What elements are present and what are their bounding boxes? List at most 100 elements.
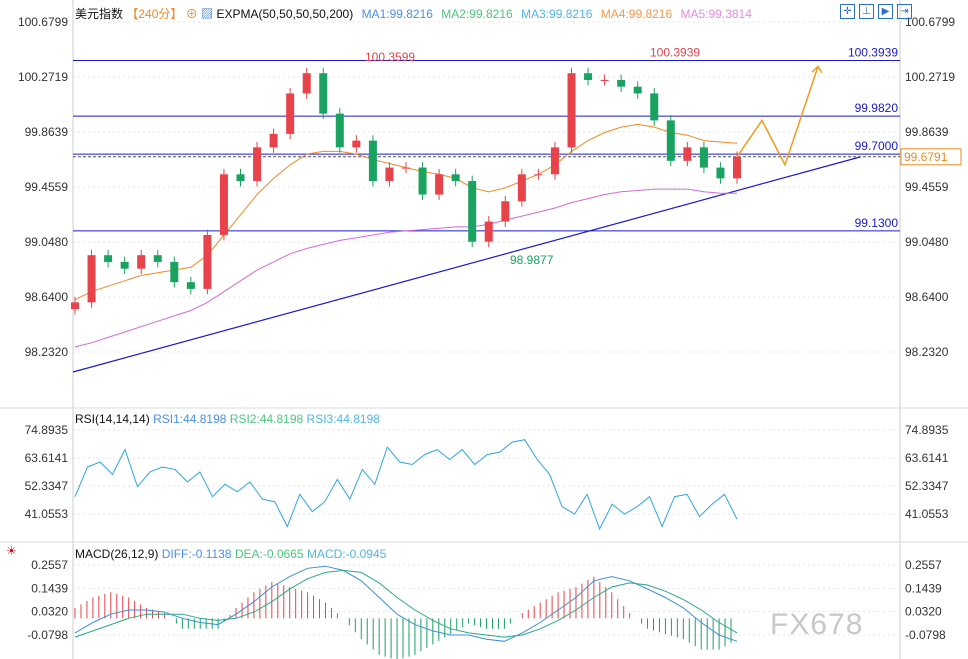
candle-down	[153, 255, 162, 262]
candle-up	[435, 174, 444, 195]
instrument-title: 美元指数	[75, 7, 124, 21]
rsi-tick-right: 41.0553	[905, 507, 949, 521]
candle-down	[451, 174, 460, 182]
candle-down	[418, 167, 427, 195]
candle-up	[550, 147, 559, 175]
candle-up	[253, 147, 262, 182]
expma-icon: ▨	[201, 7, 214, 21]
forecast-arrow	[736, 66, 819, 167]
rsi-tick-left: 74.8935	[25, 423, 69, 437]
rsi-tick-left: 41.0553	[25, 507, 69, 521]
price-tick-left: 100.6799	[18, 15, 68, 29]
candle-up	[501, 201, 510, 222]
candle-up	[203, 234, 212, 289]
rsi2-value: RSI2:44.8198	[229, 412, 304, 426]
candle-down	[236, 174, 245, 182]
macd-tick-left: 0.0320	[31, 605, 68, 619]
candle-down	[335, 113, 344, 148]
rsi1-value: RSI1:44.8198	[153, 412, 227, 426]
rsi-line	[74, 439, 738, 531]
level-label: 100.3939	[848, 46, 898, 60]
scroll-end-icon[interactable]: ⇥	[897, 4, 912, 19]
candle-up	[219, 174, 228, 235]
rsi-name[interactable]: RSI(14,14,14)	[75, 412, 150, 426]
candle-up	[286, 93, 295, 134]
rsi3-value: RSI3:44.8198	[306, 412, 380, 426]
dea-value: DEA:-0.0665	[234, 547, 304, 561]
price-tick-left: 99.0480	[25, 235, 69, 249]
candle-up	[683, 147, 692, 161]
candle-up	[385, 167, 394, 182]
ma3-value: MA3:99.8216	[521, 7, 593, 21]
ma1-value: MA1:99.8216	[361, 7, 433, 21]
candle-up	[484, 221, 493, 242]
rsi-tick-right: 52.3347	[905, 479, 949, 493]
candle-up	[71, 302, 79, 310]
candle-up	[600, 79, 609, 81]
price-tick-right: 99.4559	[905, 180, 949, 194]
candle-down	[170, 261, 179, 283]
toolbar: ✛ ⊥ ▶ ⇥	[840, 4, 912, 19]
price-annotation: 98.9877	[510, 253, 554, 267]
candle-down	[666, 120, 675, 161]
rsi-tick-left: 63.6141	[25, 451, 69, 465]
macd-tick-right: -0.0798	[905, 628, 946, 642]
price-tick-left: 98.2320	[25, 345, 69, 359]
macd-tick-right: 0.0320	[905, 605, 942, 619]
trendline	[72, 156, 861, 373]
candle-down	[104, 255, 113, 262]
level-label: 99.1300	[855, 216, 899, 230]
macd-dea-line	[74, 569, 738, 638]
ma2-value: MA2:99.8216	[441, 7, 513, 21]
price-annotation: 100.3939	[650, 46, 700, 60]
period-selector[interactable]: 【240分】	[126, 7, 183, 21]
last-price-label: 99.6791	[904, 150, 948, 164]
level-label: 99.9820	[855, 101, 899, 115]
forecast-arrowhead	[811, 65, 823, 74]
rsi-tick-right: 63.6141	[905, 451, 949, 465]
price-tick-right: 100.6799	[905, 15, 955, 29]
macd-name[interactable]: MACD(26,12,9)	[75, 547, 159, 561]
candle-down	[186, 282, 195, 289]
candle-down	[368, 140, 377, 182]
settings-icon[interactable]: ⊕	[185, 7, 198, 21]
zoom-range-icon[interactable]: ⊥	[859, 4, 874, 19]
candle-up	[567, 73, 576, 148]
candle-up	[733, 156, 741, 179]
ma4-value: MA4:99.8216	[600, 7, 673, 21]
price-tick-left: 98.6400	[25, 290, 69, 304]
ema200-line	[74, 188, 737, 348]
diff-value: DIFF:-0.1138	[161, 547, 232, 561]
price-annotation: 100.3599	[365, 50, 415, 64]
candle-down	[468, 181, 477, 242]
ma5-value: MA5:99.3814	[680, 7, 752, 21]
crosshair-icon[interactable]: ✛	[840, 4, 855, 19]
candle-down	[584, 73, 593, 80]
candle-down	[650, 93, 659, 121]
macd-tick-left: 0.1439	[31, 581, 68, 595]
candle-up	[402, 167, 410, 169]
candle-down	[617, 79, 626, 87]
indicator-name[interactable]: EXPMA(50,50,50,50,200)	[216, 7, 354, 21]
rsi-tick-left: 52.3347	[25, 479, 69, 493]
level-label: 99.7000	[855, 139, 899, 153]
price-tick-right: 99.0480	[905, 235, 949, 249]
macd-header: MACD(26,12,9) DIFF:-0.1138 DEA:-0.0665 M…	[75, 547, 386, 561]
candle-up	[269, 133, 278, 148]
candle-up	[517, 174, 526, 202]
watermark: FX678	[770, 608, 864, 641]
macd-alert-icon[interactable]: ☀	[6, 544, 17, 558]
last-price-tag	[900, 148, 962, 166]
macd-tick-left: 0.2557	[31, 558, 68, 572]
candle-up	[352, 140, 361, 148]
candle-down	[319, 73, 328, 114]
price-tick-right: 100.2719	[905, 70, 955, 84]
candle-down	[716, 167, 725, 179]
main-header: 美元指数 【240分】 ⊕ ▨ EXPMA(50,50,50,50,200) M…	[75, 5, 752, 22]
macd-value: MACD:-0.0945	[306, 547, 387, 561]
macd-tick-right: 0.1439	[905, 581, 942, 595]
cursor-icon[interactable]: ▶	[878, 4, 893, 19]
price-tick-right: 99.8639	[905, 125, 949, 139]
